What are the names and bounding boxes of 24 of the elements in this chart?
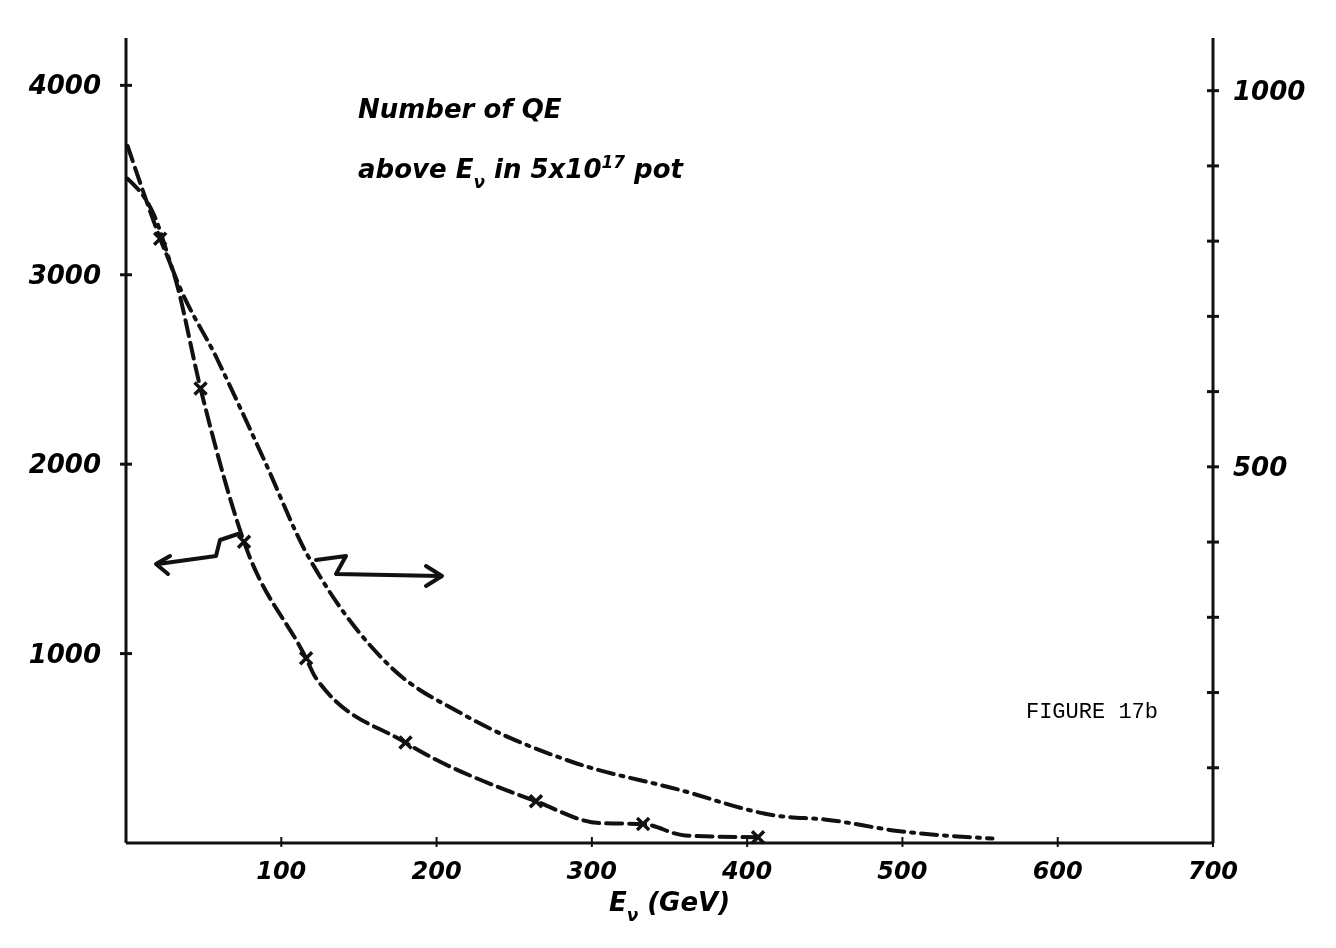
point [397, 734, 414, 751]
y2-tick-label: 500 [1233, 451, 1288, 482]
annotation: above E$_{ν}$ in 5x10$^{17}$ pot [358, 152, 685, 192]
annotation: FIGURE 17b [1025, 700, 1158, 725]
x-tick-label: 300 [566, 857, 617, 885]
y-tick-label: 1000 [28, 638, 101, 669]
point [152, 231, 168, 247]
point [528, 793, 544, 810]
y-tick-label: 3000 [28, 259, 101, 290]
x-tick-label: 500 [877, 857, 928, 885]
x-tick-label: 700 [1187, 857, 1239, 885]
point [192, 380, 209, 397]
y-tick-label: 4000 [27, 70, 101, 101]
y-tick-label: 2000 [28, 449, 101, 480]
x-tick-label: 600 [1032, 857, 1083, 885]
x-tick-label: 100 [256, 857, 307, 885]
x-axis-title: E$_{ν}$ (GeV) [608, 887, 731, 925]
annotation: Number of QE [358, 94, 562, 124]
y2-tick-label: 1000 [1233, 75, 1306, 106]
point [298, 650, 314, 667]
x-tick-label: 400 [721, 857, 773, 885]
x-tick-label: 200 [411, 857, 462, 885]
point [635, 816, 651, 832]
point [750, 829, 766, 846]
